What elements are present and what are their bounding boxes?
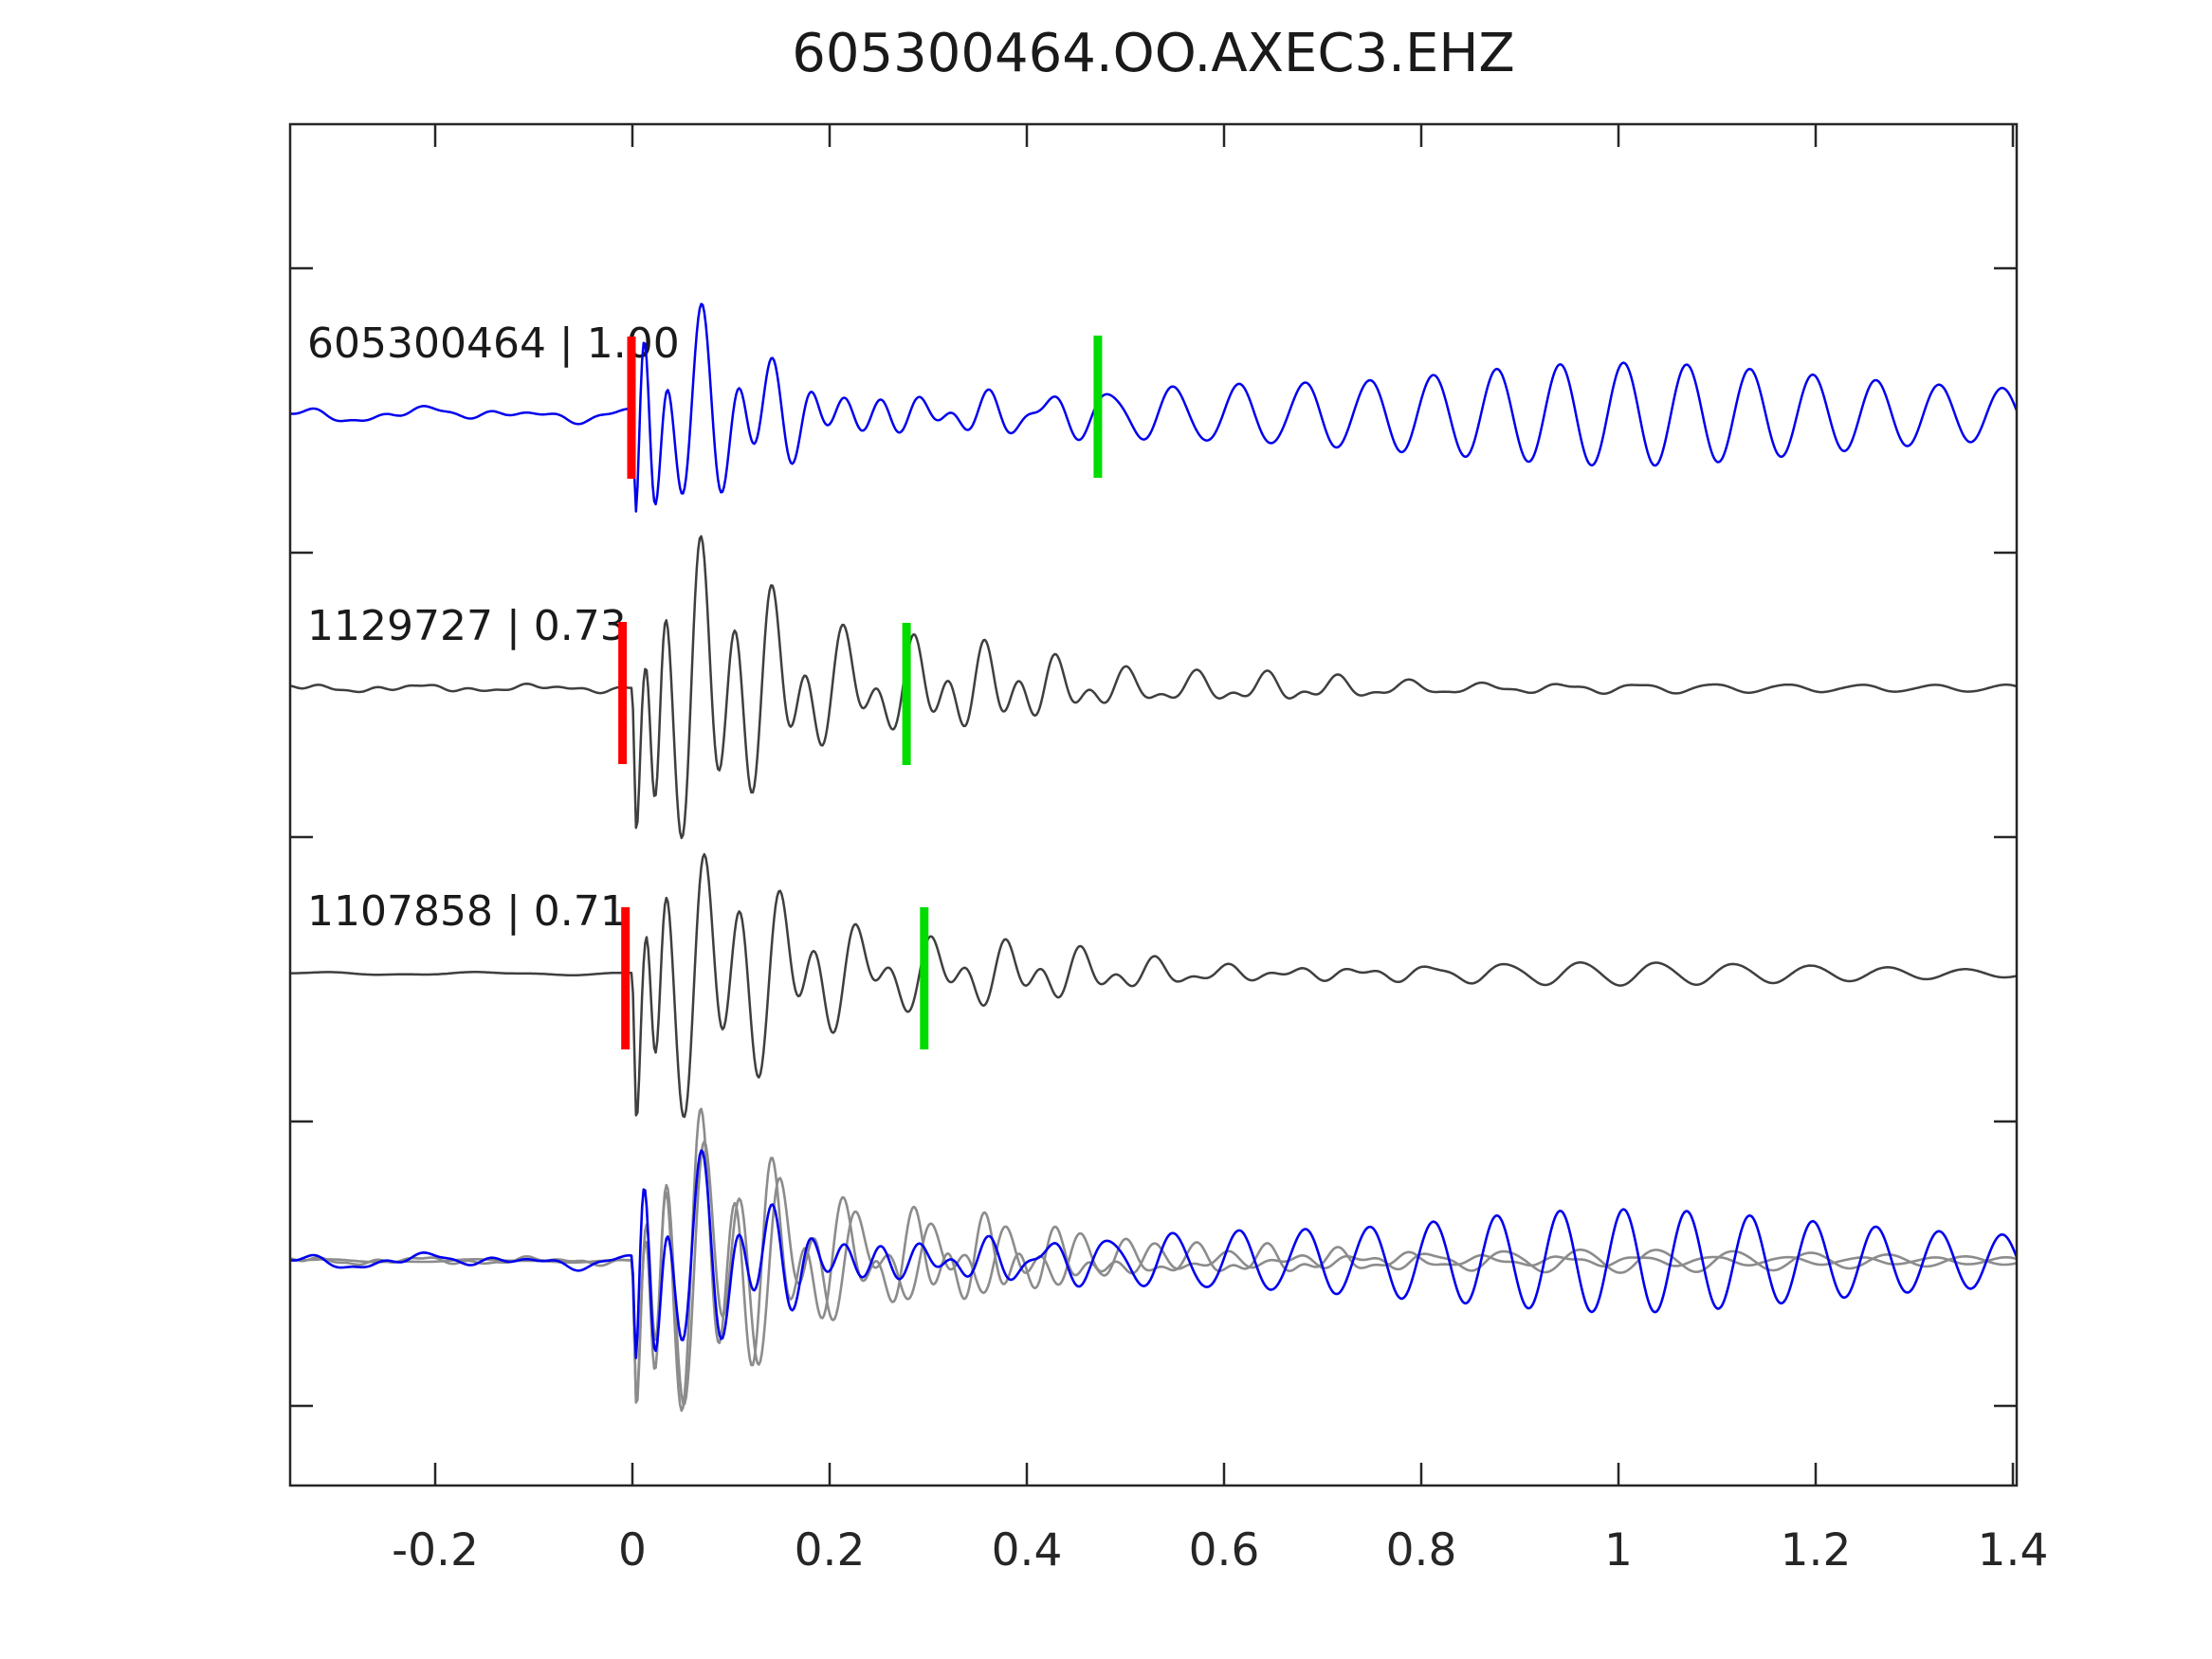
x-tick-label: 0.2 <box>794 1524 866 1577</box>
trace-label-template-2: 1107858 | 0.71 <box>307 887 627 936</box>
x-tick-label: 1.2 <box>1780 1524 1852 1577</box>
x-tick-label: -0.2 <box>392 1524 479 1577</box>
x-tick-label: 1.4 <box>1977 1524 2049 1577</box>
x-tick-label: 1 <box>1604 1524 1633 1577</box>
green-pick-marker-1129727 <box>902 623 911 765</box>
overlay-waveform-605300464 <box>290 1149 2017 1359</box>
x-tick-label: 0.8 <box>1385 1524 1457 1577</box>
trace-label-detection: 605300464 | 1.00 <box>307 319 680 368</box>
green-pick-marker-605300464 <box>1093 336 1103 478</box>
green-pick-marker-1107858 <box>920 907 929 1049</box>
waveform-1107858 <box>290 852 2017 1119</box>
waveform-605300464 <box>290 302 2017 513</box>
red-pick-marker-1129727 <box>618 622 628 764</box>
waveform-1129727 <box>290 535 2017 840</box>
overlay-waveform-1107858 <box>290 1139 2017 1406</box>
x-tick-label: 0.6 <box>1188 1524 1260 1577</box>
x-tick-label: 0 <box>618 1524 647 1577</box>
x-tick-label: 0.4 <box>991 1524 1063 1577</box>
red-pick-marker-605300464 <box>627 337 636 479</box>
red-pick-marker-1107858 <box>621 907 631 1049</box>
plot-title: 605300464.OO.AXEC3.EHZ <box>792 23 1515 84</box>
overlay-waveform-1129727 <box>290 1107 2017 1413</box>
trace-label-template-1: 1129727 | 0.73 <box>307 602 627 650</box>
plot-border <box>288 122 2019 1487</box>
